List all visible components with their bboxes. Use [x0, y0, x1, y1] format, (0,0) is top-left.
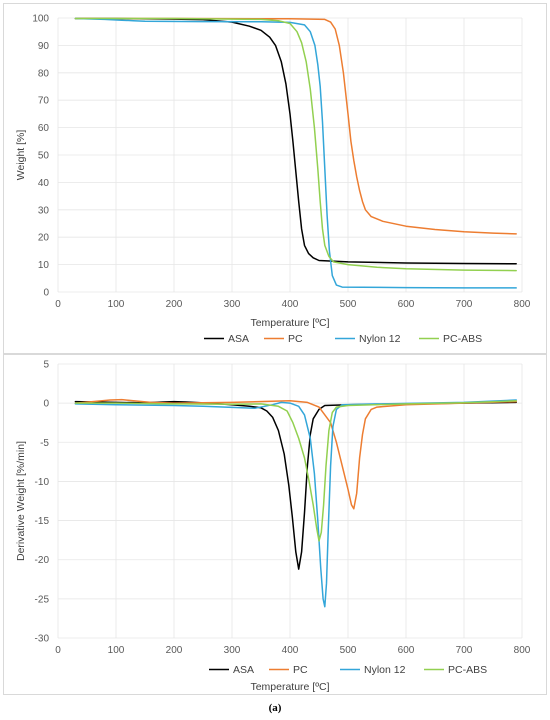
y-tick-label: 100	[32, 14, 49, 25]
x-tick-label: 400	[282, 299, 299, 310]
y-tick-label: -25	[35, 594, 50, 605]
series-line-pc-abs	[74, 400, 517, 542]
chart-a-frame	[3, 3, 547, 354]
y-tick-label: 0	[43, 288, 49, 299]
x-tick-label: 600	[398, 645, 415, 656]
legend-label: ASA	[233, 664, 254, 676]
figure-caption: (a)	[269, 702, 282, 714]
y-tick-label: 0	[43, 399, 49, 410]
x-tick-label: 700	[456, 299, 473, 310]
legend-label: PC	[293, 664, 308, 676]
y-tick-label: 10	[38, 260, 50, 271]
series-line-nylon-12	[74, 399, 517, 608]
y-tick-label: -15	[35, 516, 50, 527]
x-tick-label: 500	[340, 645, 357, 656]
x-axis-title: Temperature [ºC]	[250, 681, 329, 693]
weight-chart: 0 100 200 300 400 500 600 700 800 0 10 20 30 40 50 60 70…	[15, 14, 531, 346]
x-tick-label: 200	[166, 299, 183, 310]
series-line-nylon-12	[74, 17, 517, 289]
x-tick-label: 100	[108, 299, 125, 310]
x-tick-label: 500	[340, 299, 357, 310]
legend-label: PC	[288, 333, 303, 345]
x-tick-label: 700	[456, 645, 473, 656]
y-tick-label: 30	[38, 205, 50, 216]
legend-label: Nylon 12	[364, 664, 406, 676]
y-tick-label: 80	[38, 68, 50, 79]
y-tick-label: 70	[38, 96, 50, 107]
series-line-pc	[74, 17, 517, 235]
y-tick-label: 60	[38, 123, 50, 134]
x-tick-label: 400	[282, 645, 299, 656]
y-tick-label: 5	[43, 360, 49, 371]
y-tick-label: 50	[38, 151, 50, 162]
x-tick-label: 300	[224, 645, 241, 656]
series-line-pc	[74, 398, 517, 510]
legend-label: PC-ABS	[448, 664, 487, 676]
y-tick-label: -20	[35, 555, 50, 566]
x-tick-label: 0	[55, 299, 61, 310]
x-tick-label: 0	[55, 645, 61, 656]
x-tick-label: 100	[108, 645, 125, 656]
legend-label: Nylon 12	[359, 333, 401, 345]
y-tick-label: 40	[38, 178, 50, 189]
x-tick-label: 300	[224, 299, 241, 310]
y-tick-label: 90	[38, 41, 50, 52]
legend-label: ASA	[228, 333, 249, 345]
x-tick-label: 200	[166, 645, 183, 656]
series-line-pc-abs	[74, 17, 517, 272]
y-axis-title: Derivative Weight [%/min]	[15, 441, 27, 561]
derivative-weight-chart: 0 100 200 300 400 500 600 700 800 -30 -25 -20 -15 -10…	[15, 360, 531, 694]
y-tick-label: -10	[35, 477, 50, 488]
y-tick-label: -30	[35, 634, 50, 645]
legend-label: PC-ABS	[443, 333, 482, 345]
x-tick-label: 800	[514, 645, 531, 656]
x-tick-label: 600	[398, 299, 415, 310]
x-tick-label: 800	[514, 299, 531, 310]
y-tick-label: 20	[38, 233, 50, 244]
y-axis-title: Weight [%]	[15, 130, 27, 181]
x-axis-title: Temperature [ºC]	[250, 317, 329, 329]
y-tick-label: -5	[40, 438, 49, 449]
